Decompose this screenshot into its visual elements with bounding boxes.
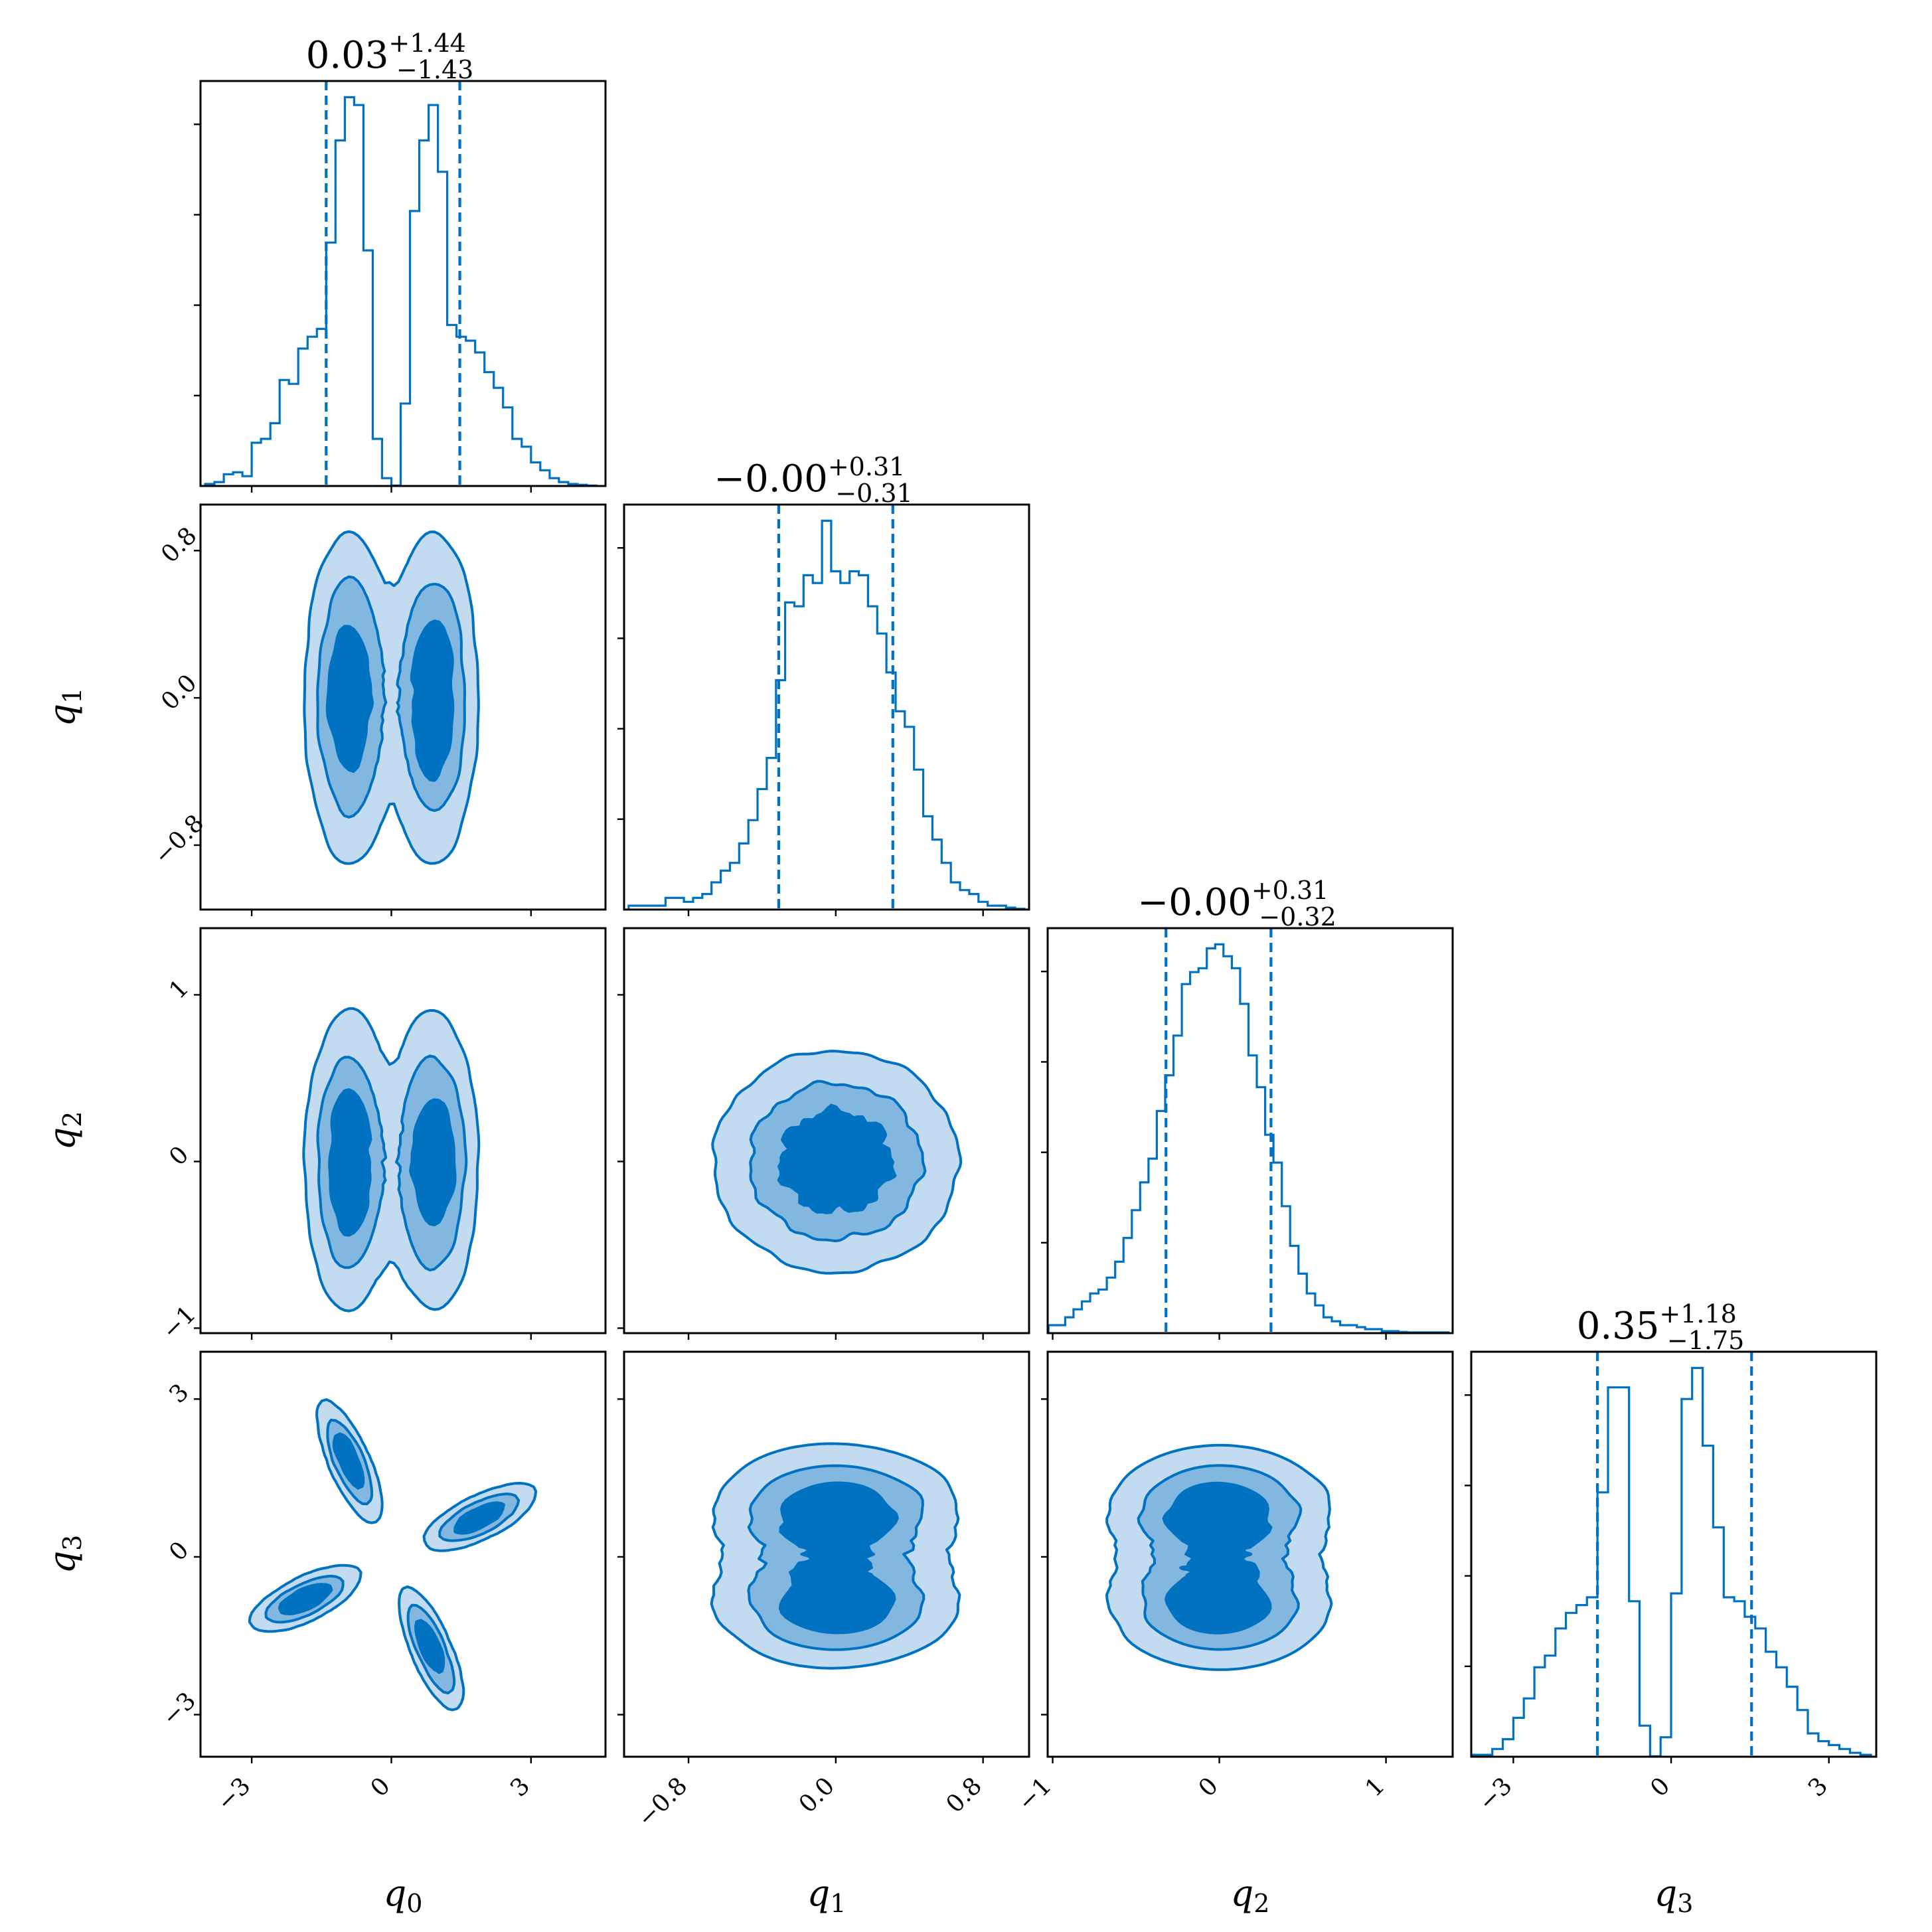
panel-frame — [1046, 927, 1454, 1334]
title-plus: +0.31 — [1251, 876, 1328, 905]
contour-level-3 — [1162, 1481, 1273, 1635]
histogram-q3 — [1471, 1366, 1872, 1757]
contour-level-3 — [278, 1432, 505, 1674]
title-plus: +1.18 — [1659, 1299, 1736, 1328]
panel-frame — [199, 503, 607, 911]
y-tick-label: 0.0 — [156, 669, 202, 715]
panel-frame — [199, 927, 607, 1334]
x-tick-label: −0.8 — [633, 1772, 693, 1832]
hist-title-q0: 0.03+1.44 −1.43 — [306, 29, 474, 84]
x-tick-label: 0.0 — [794, 1772, 840, 1818]
histogram-q0 — [204, 96, 598, 486]
y-tick-label: 0 — [164, 1141, 194, 1171]
hist-panel-q3: −3 0 3 0.35+1.18 −1.75 — [1465, 1299, 1878, 1816]
panel-frame — [1470, 1350, 1878, 1758]
x-tick-label: 0 — [366, 1772, 396, 1802]
panel-frame — [199, 80, 607, 487]
x-tick-label: −3 — [212, 1772, 256, 1816]
y-axis-label-q1: q1 — [41, 688, 87, 727]
title-minus: −1.43 — [396, 55, 473, 84]
y-axis-label-q3: q3 — [41, 1535, 87, 1574]
contour-level-3 — [328, 1088, 457, 1237]
x-tick-label: −3 — [1473, 1772, 1518, 1816]
panel-frame — [1046, 1350, 1454, 1758]
x-axis-label-q0: q0 — [384, 1872, 423, 1918]
contour-panel-q0-q1: −0.80.00.8 — [149, 503, 607, 916]
contour-level-3 — [778, 1481, 899, 1635]
title-median: −0.00 — [714, 457, 828, 501]
hist-panel-q0: 0.03+1.44 −1.43 — [194, 29, 607, 493]
x-tick-label: −1 — [1012, 1772, 1057, 1816]
panel-frame — [623, 927, 1030, 1334]
x-tick-label: 0 — [1194, 1772, 1224, 1802]
title-minus: −0.31 — [835, 479, 912, 508]
title-minus: −0.32 — [1259, 902, 1336, 931]
contour-panel-q0-q3: −3 0 3 −3 0 3 — [157, 1350, 607, 1816]
x-tick-label: 3 — [505, 1772, 535, 1802]
contour-level-2 — [264, 1418, 521, 1695]
hist-title-q1: −0.00+0.31 −0.31 — [714, 452, 913, 508]
y-tick-label: −3 — [157, 1687, 202, 1731]
contour-level-3 — [325, 619, 455, 782]
x-tick-label: 3 — [1803, 1772, 1833, 1802]
x-axis-label-q3: q3 — [1654, 1872, 1694, 1918]
contour-level-1 — [248, 1398, 538, 1712]
title-minus: −1.75 — [1667, 1326, 1744, 1355]
y-axis-label-q2: q2 — [41, 1111, 87, 1151]
title-plus: +0.31 — [828, 452, 905, 481]
hist-title-q2: −0.00+0.31 −0.32 — [1137, 876, 1336, 931]
contour-panel-q0-q2: −1 0 1 — [157, 927, 607, 1345]
x-axis-label-q2: q2 — [1231, 1872, 1270, 1918]
contour-panel-q1-q2 — [617, 927, 1030, 1340]
panel-frame — [623, 1350, 1030, 1758]
histogram-q2 — [1048, 943, 1450, 1333]
panel-frame — [623, 503, 1030, 911]
histogram-q1 — [627, 519, 1026, 910]
y-tick-label: 0.8 — [156, 522, 202, 568]
title-median: 0.03 — [306, 34, 389, 77]
x-axis-label-q1: q1 — [807, 1872, 846, 1918]
hist-panel-q1: −0.00+0.31 −0.31 — [617, 452, 1030, 916]
x-tick-label: 0 — [1645, 1772, 1675, 1802]
title-median: −0.00 — [1137, 881, 1251, 924]
contour-panel-q1-q3: −0.8 0.0 0.8 — [617, 1350, 1030, 1832]
contour-panel-q2-q3: −1 0 1 — [1012, 1350, 1454, 1816]
panel-frame — [199, 1350, 607, 1758]
x-tick-label: 1 — [1360, 1772, 1390, 1802]
y-tick-label: 1 — [164, 975, 194, 1005]
y-tick-label: 3 — [164, 1379, 194, 1409]
hist-title-q3: 0.35+1.18 −1.75 — [1577, 1299, 1745, 1355]
hist-panel-q2: −0.00+0.31 −0.32 — [1041, 876, 1454, 1340]
y-tick-label: −1 — [157, 1301, 202, 1345]
contour-level-3 — [777, 1103, 897, 1214]
title-plus: +1.44 — [388, 29, 465, 58]
y-tick-label: 0 — [164, 1536, 194, 1566]
title-median: 0.35 — [1577, 1305, 1660, 1348]
x-tick-label: 0.8 — [941, 1772, 987, 1818]
